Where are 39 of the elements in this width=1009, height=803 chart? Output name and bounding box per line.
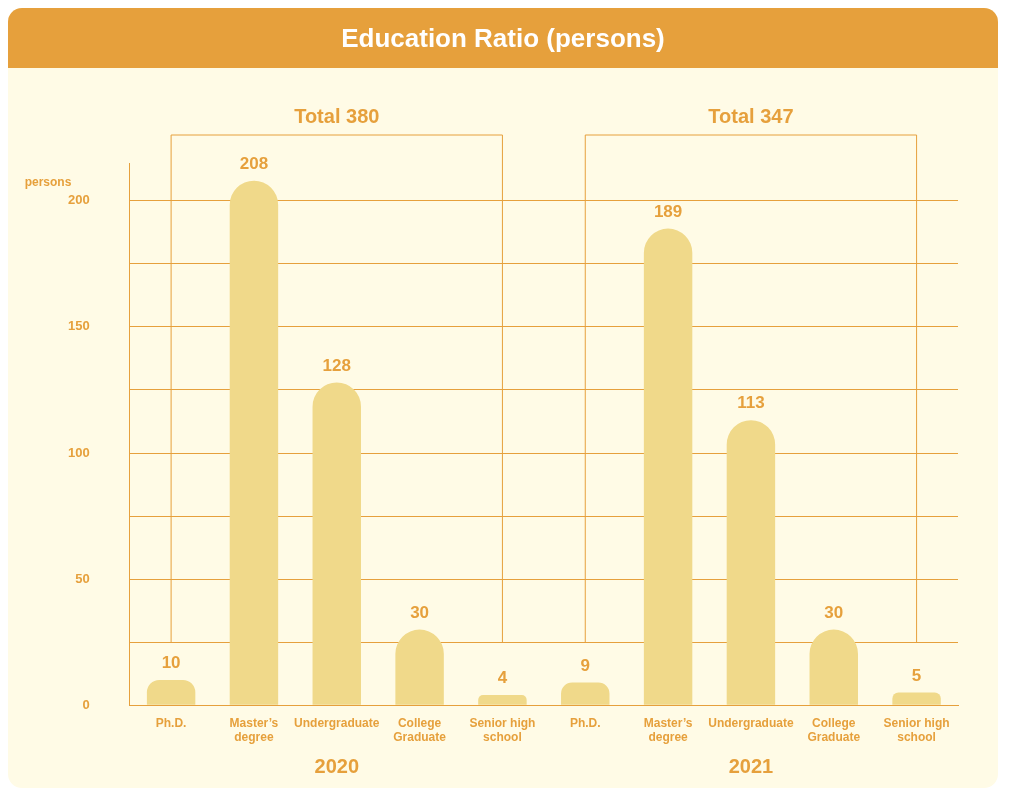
x-tick-label: College Graduate — [393, 715, 447, 745]
data-label: 4 — [497, 668, 508, 688]
x-tick-label: Undergraduate — [708, 715, 794, 730]
y-axis-title: persons — [24, 175, 72, 190]
y-tick-label: 100 — [67, 444, 90, 460]
x-tick-label: Undergraduate — [294, 715, 380, 730]
chart-title: Education Ratio (persons) — [8, 8, 998, 68]
data-label: 128 — [322, 355, 351, 375]
y-tick-label: 0 — [82, 696, 90, 712]
text: Total 380 — [294, 104, 380, 127]
data-label: 10 — [161, 653, 181, 673]
text: 2020 — [314, 754, 360, 777]
bar — [478, 695, 527, 705]
x-tick-label: Master’s degree — [643, 715, 693, 745]
text: Total 347 — [708, 104, 794, 127]
bar — [892, 692, 941, 705]
x-tick-label: Senior high school — [883, 715, 950, 745]
bar — [561, 682, 610, 705]
x-tick-label: Ph.D. — [155, 715, 187, 730]
data-label: 9 — [580, 655, 590, 675]
x-tick-label: Master’s degree — [229, 715, 279, 745]
data-label: 30 — [410, 602, 430, 622]
data-label: 189 — [653, 201, 683, 221]
text: 2021 — [728, 754, 774, 777]
bar — [726, 420, 776, 705]
x-tick-label: Ph.D. — [569, 715, 601, 730]
data-label: 5 — [911, 665, 922, 685]
data-label: 113 — [737, 393, 765, 413]
x-tick-label: College Graduate — [807, 715, 861, 745]
y-tick-label: 50 — [75, 570, 90, 586]
y-tick-label: 150 — [67, 318, 90, 334]
bar — [229, 180, 279, 705]
y-tick-label: 200 — [67, 192, 90, 208]
data-label: 30 — [824, 602, 844, 622]
data-label: 208 — [239, 153, 269, 173]
bar — [643, 228, 693, 705]
bar — [312, 382, 361, 705]
x-tick-label: Senior high school — [469, 715, 536, 745]
bar — [146, 679, 196, 705]
